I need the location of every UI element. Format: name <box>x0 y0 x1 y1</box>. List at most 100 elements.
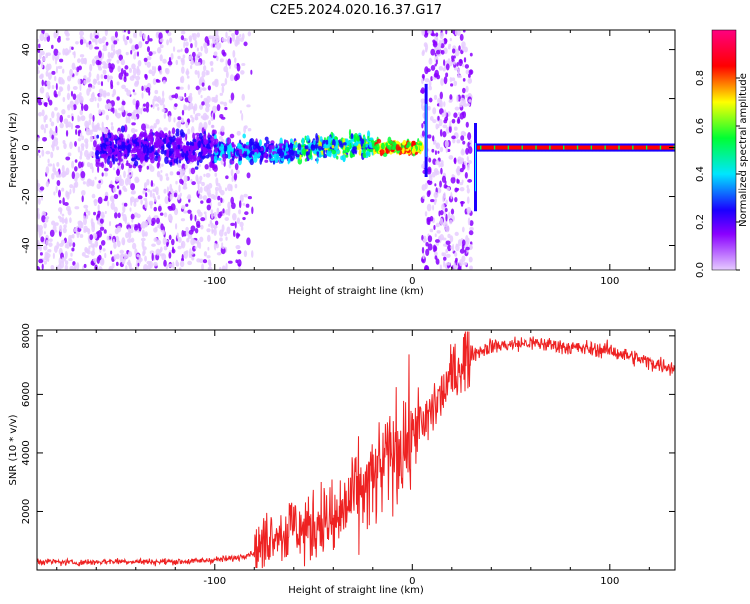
heatmap-ridge-cell <box>249 158 254 166</box>
heatmap-tone-core <box>561 145 565 150</box>
heatmap-noise-cell <box>114 212 118 219</box>
colorbar-tick-label: 0.0 <box>695 262 706 278</box>
heatmap-ridge-cell <box>132 133 137 141</box>
heatmap-noise-cell <box>169 215 173 222</box>
heatmap-noise-cell <box>129 229 134 234</box>
heatmap-noise-cell <box>223 66 229 73</box>
heatmap-band-cell <box>451 77 456 82</box>
heatmap-noise-cell <box>200 94 203 99</box>
heatmap-tone-core <box>507 145 511 150</box>
heatmap-noise-cell <box>68 49 72 53</box>
heatmap-noise-cell <box>43 222 47 229</box>
heatmap-noise-cell <box>162 79 166 85</box>
heatmap-tone-core <box>488 145 491 150</box>
heatmap-band-cell <box>464 64 470 69</box>
heatmap-ridge-cell <box>254 152 258 158</box>
heatmap-noise-cell <box>191 126 195 134</box>
heatmap-tone-core <box>612 145 616 150</box>
heatmap-ridge-cell <box>207 148 213 154</box>
heatmap-noise-cell <box>123 30 126 33</box>
heatmap-noise-cell <box>114 31 118 38</box>
heatmap-ridge-cell <box>131 147 136 152</box>
heatmap-noise-cell <box>59 122 64 129</box>
heatmap-noise-cell <box>227 260 233 264</box>
heatmap-noise-cell <box>122 34 126 41</box>
heatmap-noise-cell <box>210 67 214 73</box>
heatmap-band-cell <box>465 246 470 251</box>
heatmap-noise-cell <box>183 210 188 214</box>
heatmap-tone-core <box>657 145 660 150</box>
heatmap-tone-core <box>528 145 531 150</box>
heatmap-noise-cell <box>104 195 109 200</box>
heatmap-ridge-cell <box>146 148 150 157</box>
heatmap-band-cell <box>461 63 465 68</box>
heatmap-ridge-cell <box>304 158 308 162</box>
heatmap-noise-cell <box>104 30 108 36</box>
heatmap-band-cell <box>421 130 425 137</box>
heatmap-noise-cell <box>179 260 185 268</box>
heatmap-band-cell <box>467 160 472 165</box>
heatmap-noise-cell <box>49 117 52 123</box>
heatmap-noise-cell <box>41 61 44 69</box>
heatmap-noise-cell <box>159 212 164 216</box>
heatmap-noise-cell <box>205 172 211 178</box>
heatmap-noise-cell <box>130 183 136 191</box>
heatmap-noise-cell <box>213 51 218 57</box>
heatmap-band-cell <box>468 256 473 263</box>
heatmap-noise-cell <box>163 245 168 251</box>
heatmap-noise-cell <box>202 259 208 264</box>
heatmap-tone-core <box>652 145 656 150</box>
heatmap-tone-core <box>583 145 587 150</box>
heatmap-noise-cell <box>102 40 105 44</box>
heatmap-noise-cell <box>241 113 244 121</box>
heatmap-noise-cell <box>217 195 221 201</box>
heatmap-ridge-cell <box>238 148 243 155</box>
heatmap-noise-cell <box>181 205 186 210</box>
heatmap-tone-core <box>658 145 661 150</box>
heatmap-noise-cell <box>80 143 85 148</box>
heatmap-noise-cell <box>78 161 82 169</box>
heatmap-noise-cell <box>65 37 70 41</box>
heatmap-noise-cell <box>154 89 159 95</box>
heatmap-noise-cell <box>235 245 241 250</box>
heatmap-noise-cell <box>57 207 63 213</box>
heatmap-noise-cell <box>173 207 179 216</box>
heatmap-ytick-label: 20 <box>21 92 32 105</box>
heatmap-noise-cell <box>234 57 237 64</box>
heatmap-tone-core <box>489 145 493 150</box>
heatmap-noise-cell <box>122 30 125 33</box>
heatmap-noise-cell <box>197 211 203 217</box>
heatmap-noise-cell <box>121 100 126 106</box>
heatmap-noise-cell <box>113 206 118 213</box>
heatmap-noise-cell <box>211 229 215 233</box>
heatmap-noise-cell <box>44 251 49 259</box>
heatmap-noise-cell <box>188 168 192 175</box>
heatmap-ridge-cell <box>180 132 186 138</box>
heatmap-noise-cell <box>174 103 178 107</box>
heatmap-band-cell <box>451 135 456 140</box>
heatmap-ridge-cell <box>270 157 275 162</box>
heatmap-band-cell <box>428 85 432 91</box>
heatmap-noise-cell <box>43 260 47 265</box>
heatmap-noise-cell <box>56 161 60 167</box>
heatmap-noise-cell <box>159 38 164 43</box>
heatmap-noise-cell <box>150 180 154 187</box>
heatmap-band-cell <box>434 255 438 260</box>
heatmap-ridge-cell <box>297 143 302 151</box>
heatmap-tone-core <box>637 145 641 150</box>
heatmap-noise-cell <box>113 193 119 200</box>
heatmap-band-cell <box>434 251 438 257</box>
heatmap-tone-core <box>596 145 599 150</box>
heatmap-band-cell <box>463 57 467 63</box>
heatmap-band-cell <box>469 52 473 57</box>
heatmap-ridge-cell <box>289 150 294 156</box>
heatmap-noise-cell <box>142 249 146 255</box>
heatmap-tone-core <box>607 145 610 150</box>
heatmap-noise-cell <box>138 41 143 49</box>
heatmap-ridge-cell <box>362 148 367 154</box>
heatmap-tone-core <box>665 145 668 150</box>
heatmap-noise-cell <box>233 172 238 181</box>
heatmap-tone-core <box>549 145 552 150</box>
heatmap-noise-cell <box>105 41 109 46</box>
